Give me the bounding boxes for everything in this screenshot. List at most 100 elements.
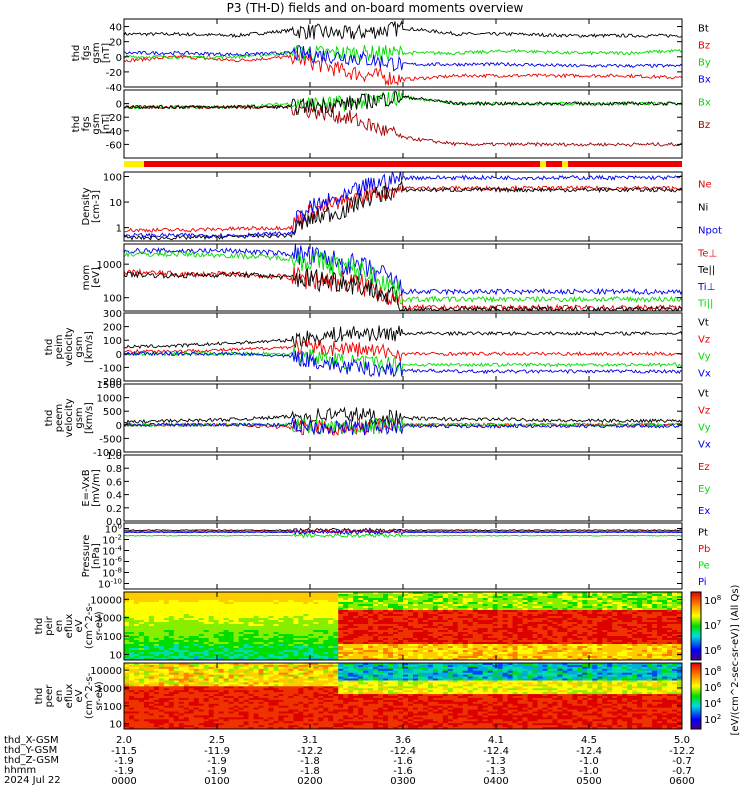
y-tick-label: 100: [103, 632, 122, 643]
y-tick-label: 10000: [90, 595, 122, 606]
series-line-5-4: [124, 350, 682, 378]
panel-5-ylabel: peim: [54, 334, 65, 359]
panel-10-ylabel: en: [54, 690, 65, 703]
series-line-8-2: [124, 528, 682, 535]
panel-4: mom [eV]1000 100 Te⊥ Te|| Ti⊥ Ti||: [81, 243, 717, 312]
legend-Ne: Ne: [698, 180, 712, 191]
legend-Vx: Vx: [698, 440, 711, 451]
y-tick-label: 10000: [90, 666, 122, 677]
series-line-4-3: [124, 244, 682, 296]
date-label: 2024 Jul 22: [4, 775, 61, 786]
panel-3: Density [cm-3]100 10 1 Ne Ni Npot: [81, 171, 722, 242]
x-tick-label: -1.6: [393, 756, 413, 767]
series-line-3-1: [124, 182, 682, 233]
panel-10-ylabel: thd: [34, 688, 45, 705]
panel-4-ylabel: [eV]: [91, 267, 102, 288]
legend-Pi: Pi: [698, 577, 707, 588]
x-tick-label: 0600: [669, 776, 695, 787]
y-tick-label: 0.2: [106, 504, 122, 515]
panel-1-ylabel: gsm: [91, 42, 102, 63]
x-tick-label: -1.3: [486, 766, 506, 777]
panel-3-ylabel: [cm-3]: [91, 190, 102, 223]
x-tick-label: 2.5: [209, 735, 225, 746]
colorbar-tick: 106: [704, 644, 722, 657]
x-tick-label: 0400: [483, 776, 509, 787]
x-tick-label: -1.8: [300, 766, 320, 777]
x-tick-label: 5.0: [674, 735, 690, 746]
series-line-1-4: [124, 45, 682, 72]
legend-Bt: Bt: [698, 24, 709, 35]
y-tick-label: 0: [116, 421, 122, 432]
x-tick-label: 0100: [204, 776, 230, 787]
colorbar-tick: 108: [704, 665, 721, 678]
colorbar-2: [690, 662, 702, 730]
y-tick-label: 100: [103, 702, 122, 713]
series-line-2-2: [124, 104, 682, 148]
y-tick-label: 100: [105, 523, 122, 536]
y-tick-label: -40: [106, 83, 122, 94]
status-bar: [124, 161, 682, 167]
colorbar-tick: 102: [704, 713, 721, 726]
y-tick-label: 100: [103, 173, 122, 184]
series-line-6-4: [124, 417, 682, 436]
series-line-2-3: [124, 90, 682, 115]
series-line-8-4: [124, 529, 682, 536]
panel-10-ylabel: (cm^2-s-: [84, 672, 95, 719]
x-tick-label: -11.5: [111, 746, 137, 757]
x-tick-label: 4.5: [581, 735, 597, 746]
panel-5-ylabel: [km/s]: [84, 331, 95, 363]
y-tick-label: -1000: [93, 448, 122, 459]
panel-10: thd peer en eflux eV (cm^2-s-sr-eV) 10000 1000 1…: [34, 662, 683, 731]
legend-Ex: Ex: [698, 506, 710, 517]
footer-row-label: thd_Y-GSM: [4, 745, 58, 756]
x-tick-label: -1.8: [300, 756, 320, 767]
panel-9-ylabel: (cm^2-s-: [84, 602, 95, 649]
x-tick-label: -1.0: [579, 756, 599, 767]
panel-8-ylabel: [nPa]: [91, 543, 102, 569]
y-tick-label: 40: [109, 23, 122, 34]
colorbar-label: [eV/(cm^2-sec-sr-eV)] (All Qs): [730, 584, 741, 735]
panel-6-ylabel: thd: [44, 410, 55, 427]
x-tick-label: -1.0: [579, 766, 599, 777]
y-tick-label: 10-4: [102, 545, 122, 558]
x-tick-label: -12.2: [297, 746, 323, 757]
x-tick-label: 3.6: [395, 735, 411, 746]
legend-Ti⊥: Ti⊥: [697, 282, 715, 293]
series-line-1-1: [124, 20, 682, 40]
y-tick-label: 10-8: [102, 567, 122, 580]
legend-Ni: Ni: [698, 203, 708, 214]
x-tick-label: 0000: [111, 776, 137, 787]
colorbar-tick: 106: [704, 681, 722, 694]
legend-Vy: Vy: [698, 352, 711, 363]
y-tick-label: 1000: [97, 394, 122, 405]
panel-8-ylabel: Pressure: [81, 535, 92, 578]
panel-10-ylabel: sr-eV): [94, 681, 105, 710]
x-tick-label: -1.3: [486, 756, 506, 767]
legend-Pt: Pt: [698, 527, 708, 538]
panel-9-ylabel: peir: [44, 615, 55, 635]
y-tick-label: -60: [106, 140, 122, 151]
legend-By: By: [698, 58, 711, 69]
y-tick-label: 1.0: [106, 451, 122, 462]
legend-Vz: Vz: [698, 406, 710, 417]
x-tick-label: 0200: [297, 776, 323, 787]
colorbar-tick: 104: [704, 697, 722, 710]
y-tick-label: 300: [103, 309, 122, 320]
y-tick-label: -20: [106, 68, 122, 79]
panel-1: thd fgs gsm [nT] 40 20 0 -20 -40 Bt Bz By Bx: [71, 18, 711, 94]
panel-frame: [123, 454, 683, 522]
y-tick-label: 0.8: [106, 464, 122, 475]
spectrogram-10: [124, 663, 682, 729]
colorbar-tick: 107: [704, 619, 721, 632]
x-tick-label: -12.4: [576, 746, 602, 757]
y-tick-label: 10-6: [102, 556, 122, 569]
footer-row-label: thd_Z-GSM: [4, 755, 59, 766]
y-tick-label: 0.6: [106, 477, 122, 488]
panel-5-ylabel: velocity: [64, 327, 75, 366]
y-tick-label: -500: [99, 434, 122, 445]
y-tick-label: 20: [109, 38, 122, 49]
y-tick-label: -200: [99, 377, 122, 388]
panel-6-ylabel: [km/s]: [84, 402, 95, 434]
x-tick-label: -1.9: [207, 756, 227, 767]
x-tick-label: -12.2: [669, 746, 695, 757]
